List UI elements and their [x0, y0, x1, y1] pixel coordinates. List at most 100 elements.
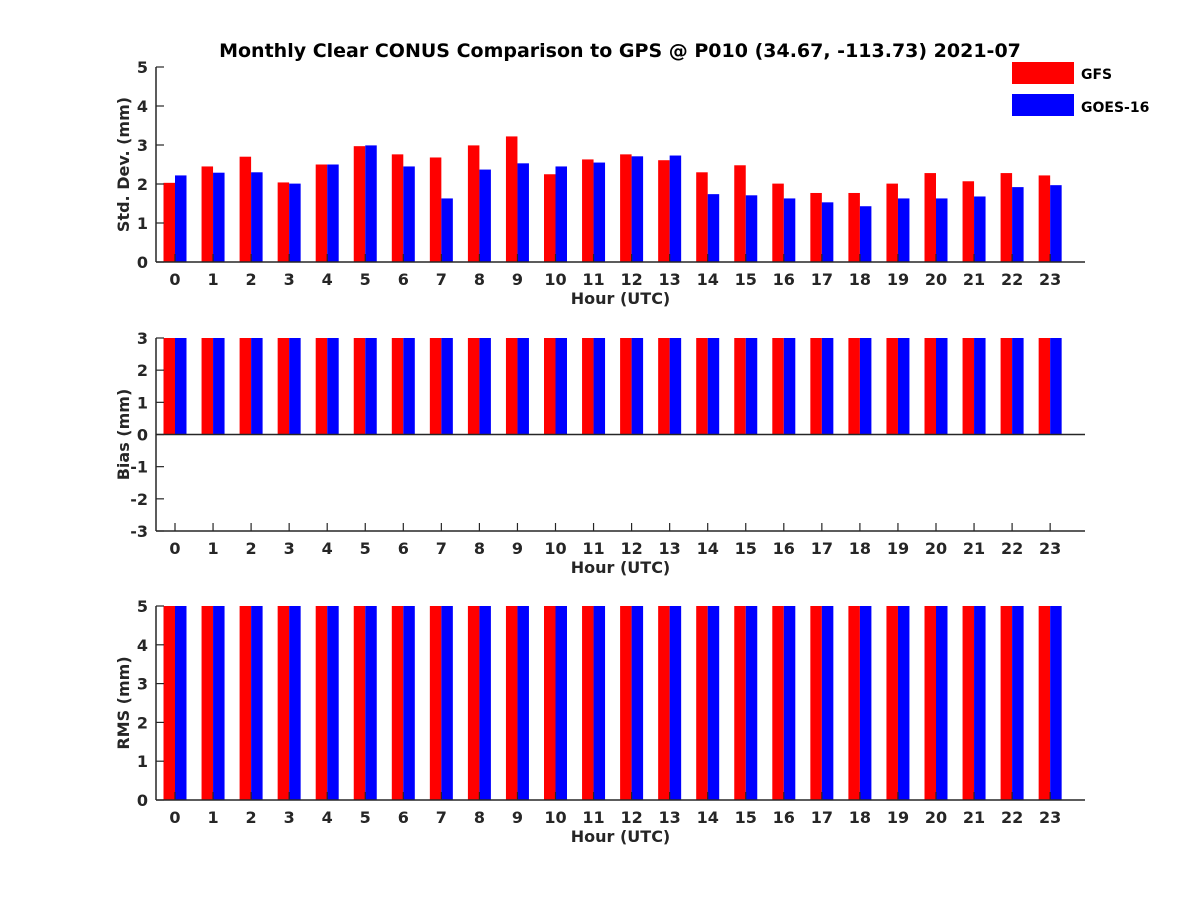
bias-xtick-label: 4	[322, 539, 333, 558]
std-dev-xtick-label: 2	[246, 270, 257, 289]
std-dev-bar-gfs-16	[772, 183, 784, 262]
std-dev-bar-goes16-8	[479, 169, 491, 262]
bias-bar-gfs-6	[391, 338, 404, 435]
bias-bar-goes16-22	[1012, 338, 1024, 435]
std-dev-xtick-label: 21	[963, 270, 985, 289]
std-dev-bar-goes16-18	[859, 206, 872, 262]
std-dev-bar-goes16-15	[745, 195, 758, 262]
bias-bar-goes16-1	[213, 338, 225, 435]
bias-bar-gfs-0	[163, 338, 175, 435]
bias-bar-gfs-20	[924, 338, 936, 435]
rms-xlabel: Hour (UTC)	[571, 827, 671, 846]
std-dev-xtick-label: 1	[207, 270, 218, 289]
rms-bar-goes16-12	[631, 606, 644, 800]
rms-xtick-label: 2	[246, 808, 257, 827]
std-dev-xlabel: Hour (UTC)	[571, 289, 671, 308]
std-dev-bar-goes16-12	[631, 156, 644, 262]
bias-bar-goes16-21	[974, 338, 986, 435]
rms-xtick-label: 3	[284, 808, 295, 827]
rms-bar-goes16-14	[707, 606, 720, 800]
std-dev-bar-goes16-20	[936, 198, 948, 262]
rms-xtick-label: 23	[1039, 808, 1061, 827]
rms-bar-gfs-0	[163, 606, 175, 800]
rms-bar-gfs-6	[391, 606, 404, 800]
bias-bar-gfs-10	[544, 338, 556, 435]
std-dev-bar-goes16-9	[517, 163, 529, 262]
rms-xtick-label: 20	[925, 808, 947, 827]
std-dev-xtick-label: 13	[659, 270, 681, 289]
std-dev-xtick-label: 6	[398, 270, 409, 289]
rms-bar-gfs-7	[429, 606, 442, 800]
std-dev-bar-goes16-16	[783, 198, 796, 262]
bias-bar-goes16-15	[745, 338, 758, 435]
std-dev-xtick-label: 18	[849, 270, 871, 289]
bias-bar-goes16-19	[897, 338, 910, 435]
bias-ytick-label: -1	[130, 458, 148, 477]
rms-xtick-label: 11	[582, 808, 604, 827]
bias-ytick-label: 3	[137, 329, 148, 348]
bias-bar-gfs-7	[429, 338, 442, 435]
bias-xtick-label: 5	[360, 539, 371, 558]
bias-bar-gfs-19	[886, 338, 898, 435]
bias-bar-goes16-11	[593, 338, 606, 435]
std-dev-ytick-label: 0	[137, 253, 148, 272]
std-dev-bar-gfs-3	[277, 182, 290, 262]
bias-bar-gfs-16	[772, 338, 784, 435]
std-dev-bar-gfs-10	[544, 174, 556, 262]
bias-xtick-label: 19	[887, 539, 909, 558]
bias-xtick-label: 7	[436, 539, 447, 558]
bias-xtick-label: 23	[1039, 539, 1061, 558]
rms-bar-goes16-10	[555, 606, 567, 800]
rms-bar-goes16-11	[593, 606, 606, 800]
bias-bar-gfs-1	[201, 338, 214, 435]
rms-bar-gfs-9	[505, 606, 518, 800]
rms-bar-goes16-19	[897, 606, 910, 800]
legend: GFS GOES-16	[1012, 62, 1149, 116]
bias-xtick-label: 3	[284, 539, 295, 558]
bias-xtick-label: 14	[697, 539, 719, 558]
std-dev-xtick-label: 9	[512, 270, 523, 289]
rms-ytick-label: 0	[137, 791, 148, 810]
rms-xtick-label: 15	[735, 808, 757, 827]
rms-bar-gfs-12	[620, 606, 632, 800]
std-dev-ytick-label: 4	[137, 97, 148, 116]
rms-bar-gfs-19	[886, 606, 898, 800]
std-dev-bar-gfs-19	[886, 183, 898, 262]
bias-ylabel: Bias (mm)	[114, 389, 133, 481]
std-dev-bar-gfs-13	[658, 160, 670, 262]
chart-title: Monthly Clear CONUS Comparison to GPS @ …	[219, 40, 1021, 62]
bias-bar-gfs-8	[467, 338, 480, 435]
bias-bar-goes16-17	[821, 338, 834, 435]
rms-bar-gfs-15	[734, 606, 746, 800]
rms-xtick-label: 1	[207, 808, 218, 827]
std-dev-xtick-label: 11	[582, 270, 604, 289]
bias-ytick-label: 2	[137, 361, 148, 380]
std-dev-bar-gfs-7	[429, 157, 442, 262]
bias-bar-gfs-13	[658, 338, 670, 435]
bias-xtick-label: 16	[773, 539, 795, 558]
rms-bar-gfs-8	[467, 606, 480, 800]
bias-bar-gfs-5	[353, 338, 366, 435]
std-dev-bar-gfs-14	[696, 172, 708, 262]
std-dev-xtick-label: 5	[360, 270, 371, 289]
legend-swatch-goes16	[1012, 94, 1074, 116]
bias-bar-goes16-0	[175, 338, 187, 435]
std-dev-ylabel: Std. Dev. (mm)	[114, 97, 133, 232]
bias-bar-goes16-3	[289, 338, 301, 435]
legend-label-goes16: GOES-16	[1081, 100, 1149, 116]
bias-bar-gfs-2	[239, 338, 252, 435]
std-dev-bar-goes16-23	[1050, 185, 1062, 262]
bias-ytick-label: 1	[137, 393, 148, 412]
rms-xtick-label: 8	[474, 808, 485, 827]
rms-bar-gfs-5	[353, 606, 366, 800]
rms-bar-goes16-16	[783, 606, 796, 800]
rms-ytick-label: 3	[137, 675, 148, 694]
bias-xtick-label: 17	[811, 539, 833, 558]
rms-xtick-label: 9	[512, 808, 523, 827]
rms-bar-goes16-17	[821, 606, 834, 800]
rms-xtick-label: 18	[849, 808, 871, 827]
rms-xtick-label: 22	[1001, 808, 1023, 827]
std-dev-bar-gfs-5	[353, 146, 366, 262]
std-dev-xtick-label: 8	[474, 270, 485, 289]
